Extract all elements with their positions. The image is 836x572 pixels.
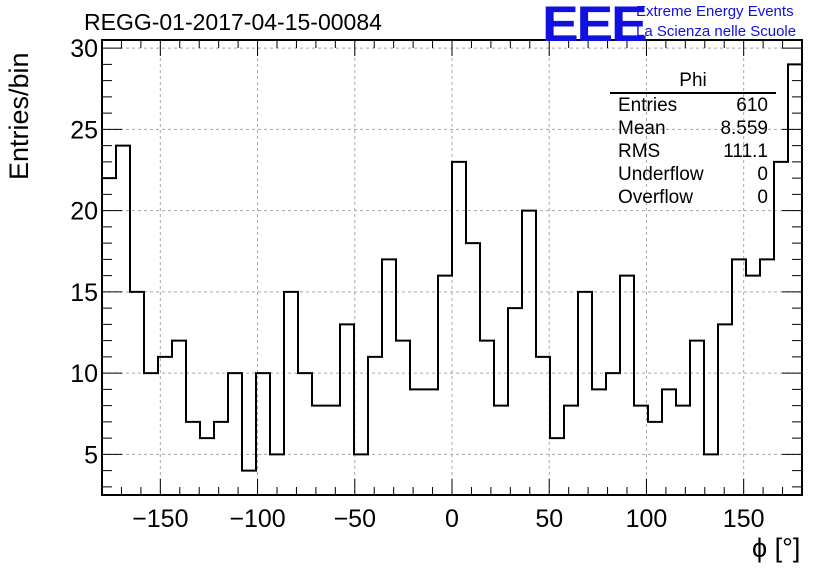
axis-ticks [101, 40, 803, 495]
y-tick-label: 5 [84, 441, 98, 469]
y-tick-label: 20 [70, 198, 98, 226]
x-axis-label: ϕ [°] [752, 533, 801, 563]
stats-value: 111.1 [723, 141, 768, 162]
x-tick-label: −50 [334, 505, 376, 533]
stats-box: Phi Entries 610 Mean 8.559 RMS 111.1 Und… [610, 70, 776, 209]
stats-label: Entries [618, 95, 678, 116]
stats-row-entries: Entries 610 [610, 94, 776, 117]
stats-label: RMS [618, 141, 661, 162]
x-tick-label: 100 [626, 505, 668, 533]
x-tick-label: 0 [445, 505, 459, 533]
stats-row-mean: Mean 8.559 [610, 117, 776, 140]
stats-label: Underflow [618, 164, 704, 185]
logo-caption-2: La Scienza nelle Scuole [636, 23, 797, 40]
eee-logo: EEE [542, 0, 648, 52]
y-tick-label: 25 [70, 116, 98, 144]
stats-value: 610 [736, 95, 768, 116]
x-tick-label: 50 [535, 505, 563, 533]
y-axis-label: Entries/bin [4, 52, 34, 180]
stats-row-rms: RMS 111.1 [610, 140, 776, 163]
stats-label: Overflow [618, 187, 693, 208]
stats-value: 0 [757, 187, 768, 208]
histogram-line [102, 63, 802, 472]
x-tick-label: 150 [723, 505, 765, 533]
stats-title: Phi [610, 70, 776, 94]
x-tick-label: −100 [229, 505, 285, 533]
x-tick-label: −150 [132, 505, 188, 533]
tick-labels: −150 −100 −50 0 50 100 150 5 10 15 20 25 30 [70, 35, 764, 533]
logo-caption-1: Extreme Energy Events [636, 3, 794, 20]
y-tick-label: 10 [70, 360, 98, 388]
stats-row-underflow: Underflow 0 [610, 163, 776, 186]
y-tick-label: 15 [70, 279, 98, 307]
stats-row-overflow: Overflow 0 [610, 186, 776, 209]
stats-value: 0 [757, 164, 768, 185]
y-tick-label: 30 [70, 35, 98, 63]
stats-label: Mean [618, 118, 666, 139]
stats-value: 8.559 [720, 118, 768, 139]
chart-title: REGG-01-2017-04-15-00084 [84, 9, 382, 35]
